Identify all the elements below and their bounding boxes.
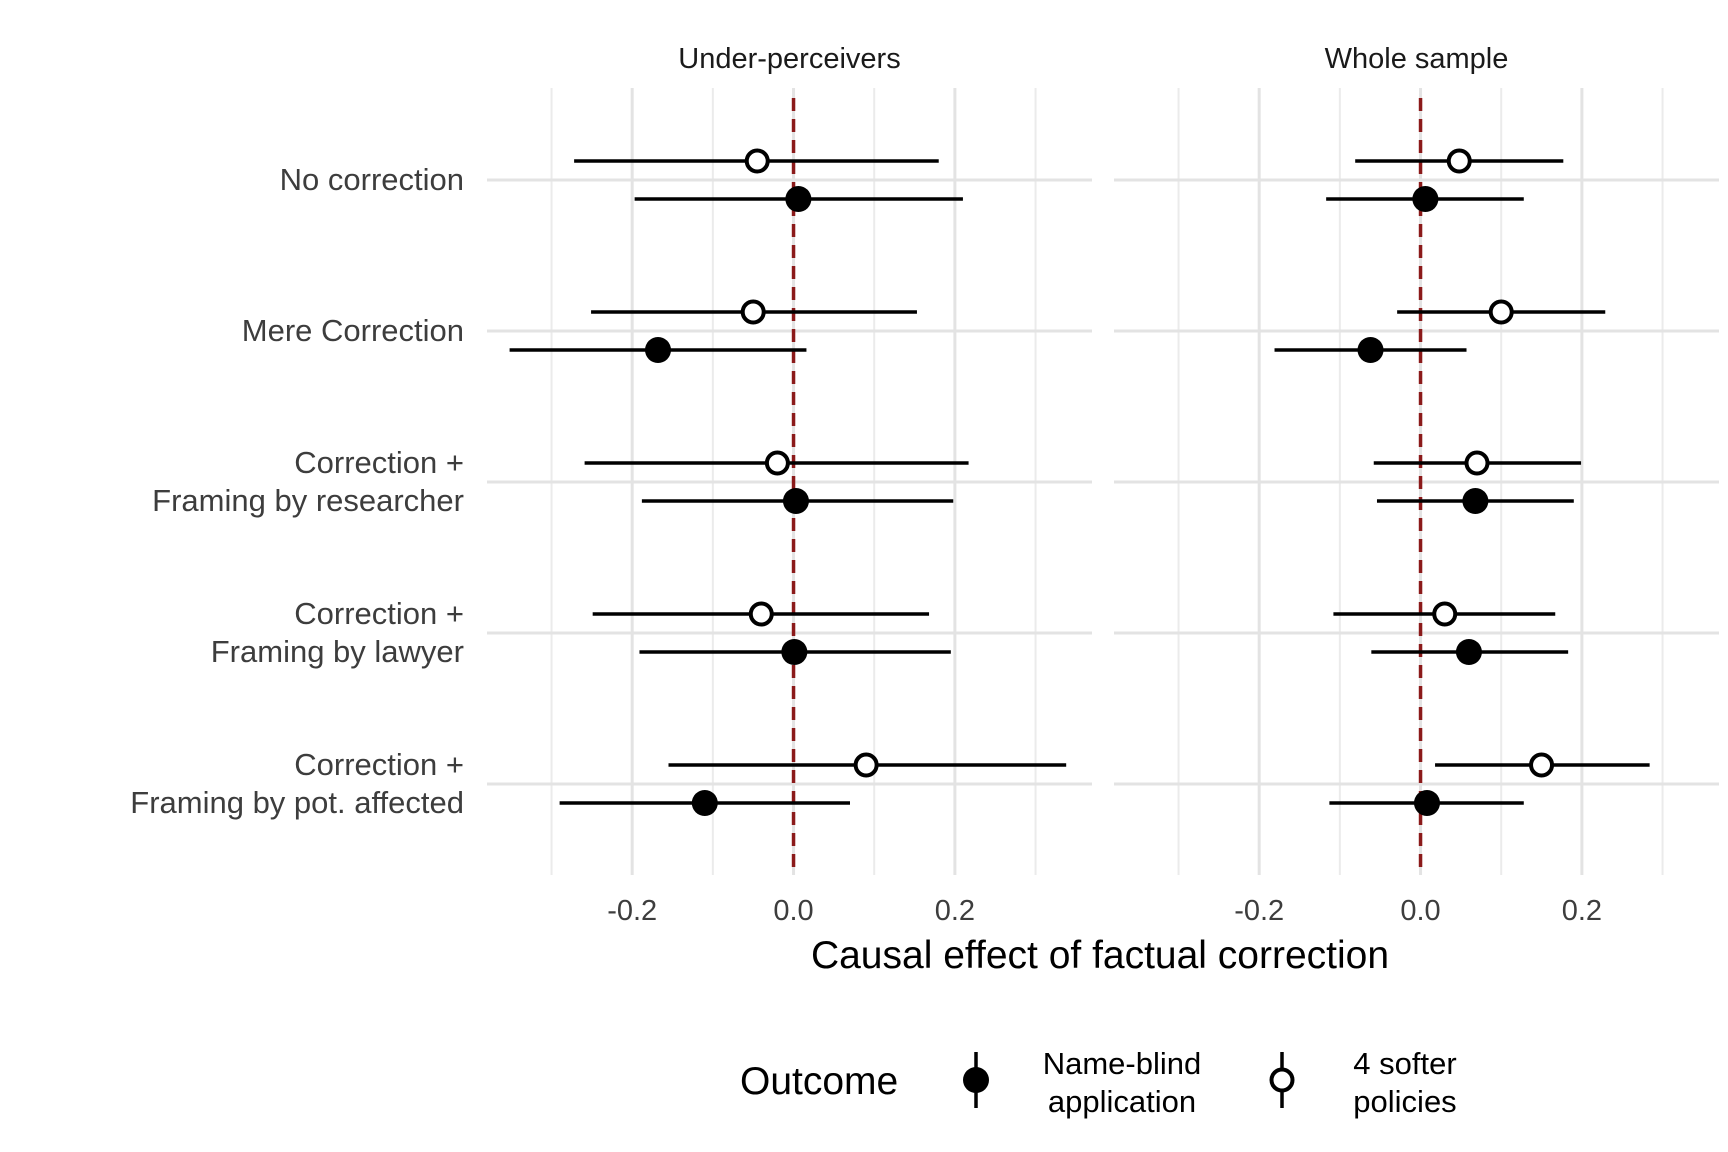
legend-key-open-circle — [1269, 1067, 1295, 1093]
point-estimate-filled — [781, 639, 808, 665]
point-estimate-open — [1464, 450, 1490, 476]
point-estimate-filled — [645, 337, 672, 363]
category-label: No correction — [280, 162, 464, 197]
marks-layer — [509, 148, 1650, 816]
point-estimate-filled — [785, 186, 812, 212]
category-label: Correction + — [294, 445, 464, 480]
point-estimate-open — [764, 450, 790, 476]
panel-title: Under-perceivers — [678, 43, 900, 75]
category-label: Framing by researcher — [152, 483, 464, 518]
legend-title: Outcome — [740, 1060, 898, 1103]
panel-title: Whole sample — [1325, 43, 1509, 75]
legend-key-filled-circle — [963, 1067, 989, 1093]
x-axis-title: Causal effect of factual correction — [811, 934, 1389, 977]
category-label: Mere Correction — [242, 313, 464, 348]
point-estimate-open — [740, 299, 766, 325]
point-estimate-open — [1488, 299, 1514, 325]
legend-label: Name-blind — [1043, 1046, 1202, 1081]
legend-label: policies — [1353, 1084, 1456, 1119]
point-estimate-open — [1432, 601, 1458, 627]
legend-label: application — [1048, 1084, 1196, 1119]
legend-label: 4 softer — [1353, 1046, 1456, 1081]
point-estimate-filled — [691, 790, 718, 816]
text-layer: Causal effect of factual correction Outc… — [130, 43, 1602, 1103]
category-label: Correction + — [294, 747, 464, 782]
category-label: Correction + — [294, 596, 464, 631]
x-tick-label: 0.0 — [773, 895, 813, 927]
reference-line-layer — [791, 98, 1423, 875]
point-estimate-filled — [1462, 488, 1489, 514]
category-label: Framing by lawyer — [211, 634, 464, 669]
point-estimate-open — [1446, 148, 1472, 174]
point-estimate-filled — [1412, 186, 1439, 212]
point-estimate-filled — [1357, 337, 1384, 363]
point-estimate-filled — [782, 488, 809, 514]
point-estimate-open — [744, 148, 770, 174]
point-estimate-filled — [1455, 639, 1482, 665]
point-estimate-open — [748, 601, 774, 627]
point-estimate-filled — [1413, 790, 1440, 816]
x-tick-label: 0.0 — [1400, 895, 1440, 927]
x-tick-label: -0.2 — [1234, 895, 1284, 927]
category-label: Framing by pot. affected — [130, 785, 464, 820]
point-estimate-open — [1529, 752, 1555, 778]
x-tick-label: 0.2 — [1562, 895, 1602, 927]
point-estimate-open — [853, 752, 879, 778]
x-tick-label: 0.2 — [935, 895, 975, 927]
x-tick-label: -0.2 — [607, 895, 657, 927]
